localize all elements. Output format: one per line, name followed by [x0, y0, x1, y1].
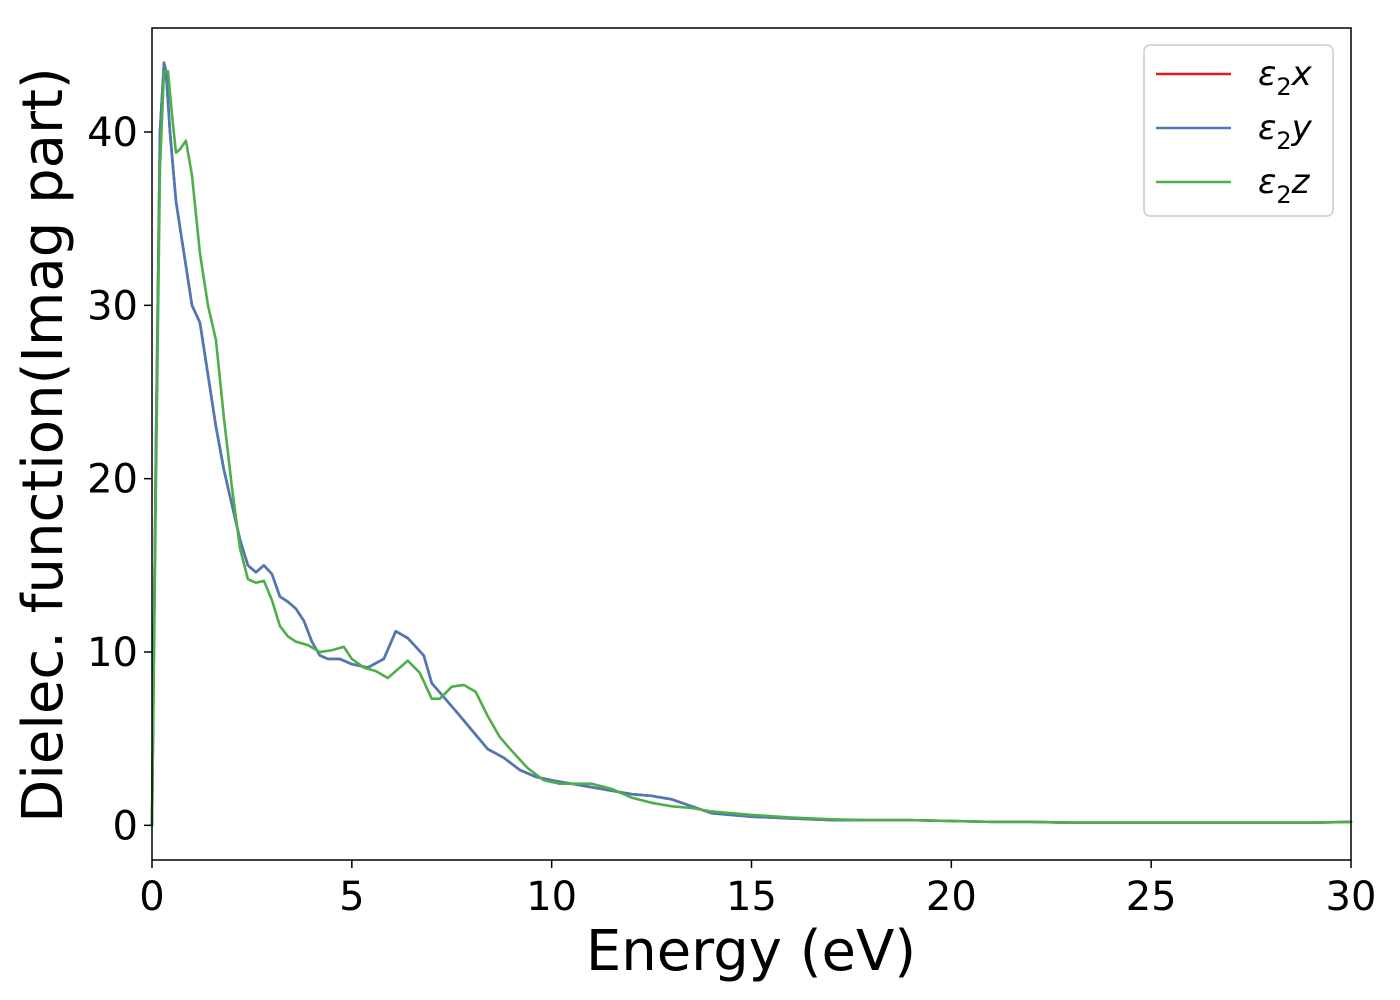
- x-tick-label-5: 25: [1126, 874, 1177, 920]
- y-tick-label-3: 30: [87, 283, 138, 329]
- y-tick-label-4: 40: [87, 110, 138, 156]
- x-tick-label-1: 5: [339, 874, 364, 920]
- legend: ε2x ε2y ε2z: [1143, 44, 1334, 217]
- y-tick-label-2: 20: [87, 457, 138, 503]
- x-axis-title: Energy (eV): [586, 919, 916, 984]
- series-line-2: [150, 70, 1353, 827]
- y-tick-label-0: 0: [113, 803, 138, 849]
- y-axis-ticks: 0 10 20 30 40: [87, 110, 152, 849]
- plot-lines: [150, 61, 1353, 827]
- x-tick-label-2: 10: [526, 874, 577, 920]
- legend-label-0: ε2x: [1258, 54, 1313, 101]
- x-tick-label-3: 15: [726, 874, 777, 920]
- legend-label-1: ε2y: [1258, 108, 1313, 155]
- y-axis-title: Dielec. function(Imag part): [11, 67, 76, 823]
- y-tick-label-1: 10: [87, 630, 138, 676]
- x-tick-label-4: 20: [926, 874, 977, 920]
- x-tick-label-0: 0: [139, 874, 164, 920]
- legend-label-2: ε2z: [1258, 162, 1311, 209]
- x-tick-label-6: 30: [1326, 874, 1377, 920]
- legend-box: [1143, 44, 1334, 217]
- x-axis-ticks: 0 5 10 15 20 25 30: [139, 860, 1376, 920]
